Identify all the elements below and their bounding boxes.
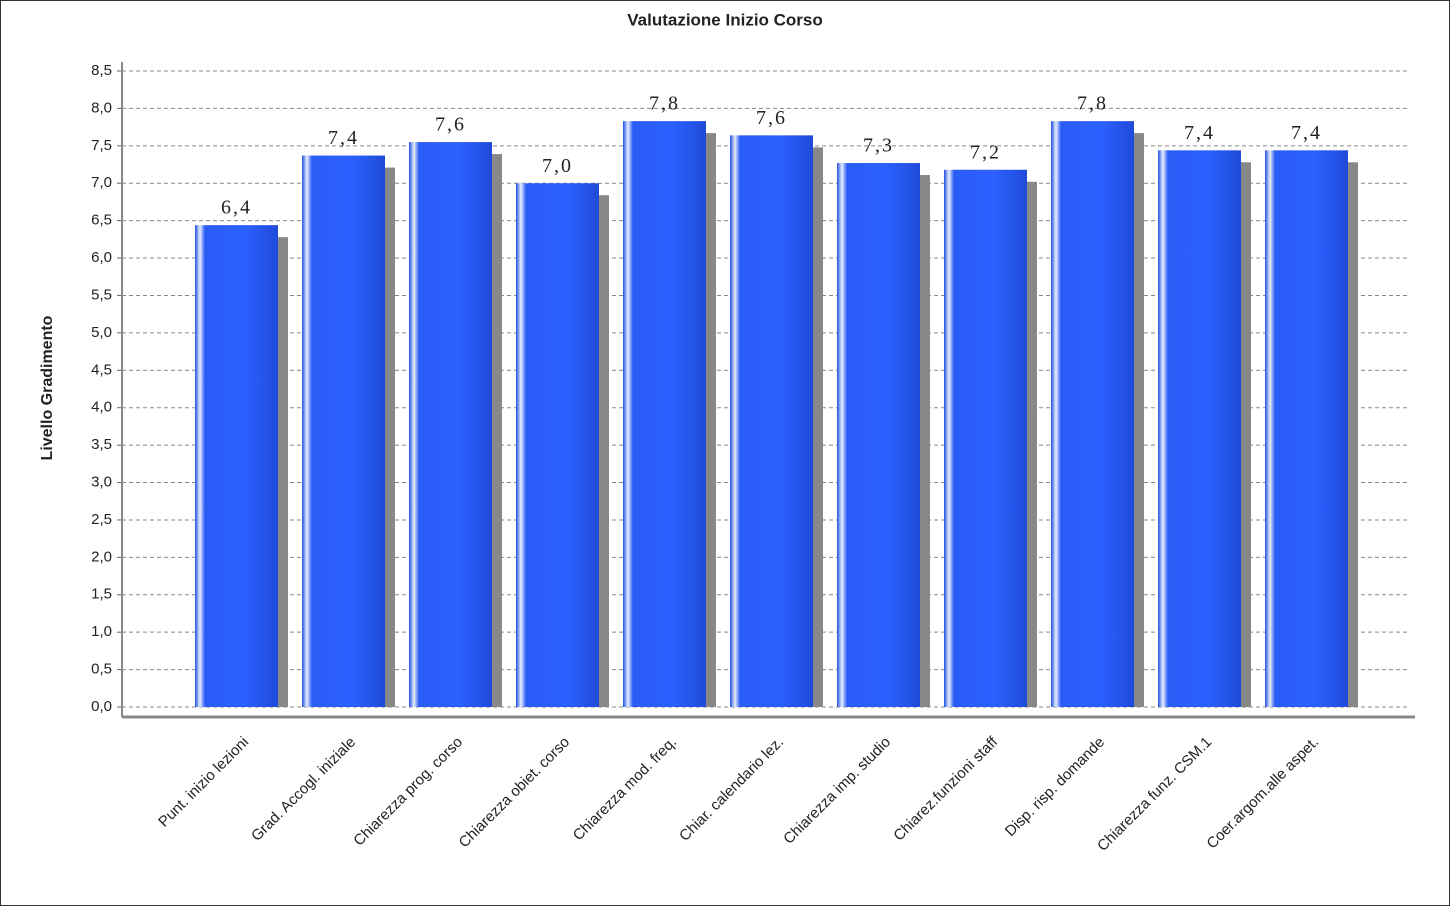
- bar: [1158, 150, 1241, 708]
- bar: [195, 225, 278, 707]
- y-tick-label: 8,0: [91, 99, 112, 116]
- y-tick-label: 7,0: [91, 174, 112, 191]
- value-label: 7,2: [970, 141, 1001, 163]
- y-tick-label: 1,5: [91, 586, 112, 603]
- value-label: 7,8: [649, 93, 680, 115]
- y-tick-label: 7,5: [91, 137, 112, 154]
- value-label: 7,6: [435, 114, 466, 136]
- y-tick-label: 6,5: [91, 212, 112, 229]
- bar: [837, 163, 920, 707]
- bar: [730, 135, 813, 707]
- value-label: 7,4: [1184, 122, 1215, 144]
- value-label: 7,6: [756, 107, 787, 129]
- y-tick-label: 2,5: [91, 511, 112, 528]
- bar: [623, 121, 706, 707]
- bar: [1265, 150, 1348, 708]
- y-tick-label: 3,5: [91, 436, 112, 453]
- y-tick-label: 8,5: [91, 62, 112, 79]
- value-label: 7,8: [1077, 93, 1108, 115]
- bar: [516, 183, 599, 707]
- value-label: 7,4: [328, 127, 359, 149]
- bar: [409, 142, 492, 708]
- y-tick-label: 1,0: [91, 623, 112, 640]
- bar: [302, 155, 385, 707]
- bar: [944, 169, 1027, 707]
- y-tick-label: 0,0: [91, 698, 112, 715]
- y-tick-label: 3,0: [91, 473, 112, 490]
- value-label: 7,4: [1291, 122, 1322, 144]
- y-tick-label: 2,0: [91, 548, 112, 565]
- y-tick-label: 6,0: [91, 249, 112, 266]
- bar: [1051, 121, 1134, 707]
- chart-title: Valutazione Inizio Corso: [627, 10, 823, 29]
- value-label: 7,3: [863, 135, 894, 157]
- y-tick-label: 0,5: [91, 661, 112, 678]
- y-tick-label: 4,5: [91, 361, 112, 378]
- y-tick-label: 4,0: [91, 399, 112, 416]
- value-label: 7,0: [542, 155, 573, 177]
- y-axis-label: Livello Gradimento: [39, 315, 56, 460]
- y-tick-label: 5,5: [91, 286, 112, 303]
- value-label: 6,4: [221, 197, 252, 219]
- y-tick-label: 5,0: [91, 324, 112, 341]
